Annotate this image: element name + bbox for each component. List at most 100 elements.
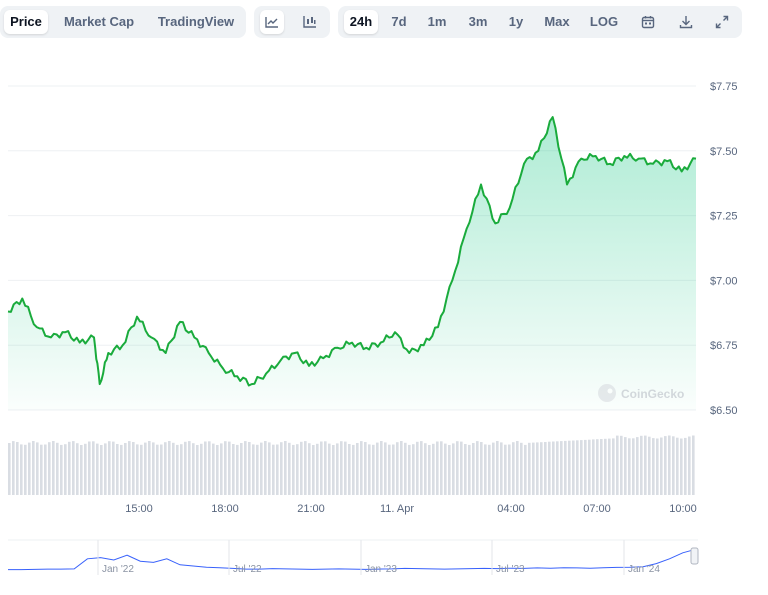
volume-bar: [80, 445, 83, 495]
y-tick-label: $7.00: [710, 275, 738, 287]
y-tick-label: $7.75: [710, 81, 738, 93]
volume-bar: [200, 443, 203, 495]
navigator-x-label: Jul '22: [233, 564, 262, 575]
volume-bar: [496, 441, 499, 495]
volume-bar: [24, 444, 27, 495]
volume-bar: [224, 441, 227, 495]
volume-bar: [212, 443, 215, 495]
volume-bar: [384, 442, 387, 495]
volume-bar: [612, 438, 615, 495]
volume-bar: [152, 442, 155, 495]
volume-bar: [620, 435, 623, 495]
volume-bar: [652, 438, 655, 495]
volume-bar: [308, 443, 311, 495]
volume-bar: [160, 444, 163, 495]
log-toggle[interactable]: LOG: [589, 14, 619, 29]
volume-bar: [444, 443, 447, 495]
volume-bar: [172, 442, 175, 495]
navigator-x-label: Jan '24: [628, 564, 660, 575]
volume-bar: [684, 437, 687, 495]
tab-price[interactable]: Price: [4, 10, 48, 34]
volume-bar: [140, 444, 143, 495]
calendar-icon[interactable]: [636, 10, 660, 34]
tab-tradingview[interactable]: TradingView: [157, 14, 235, 29]
x-tick-label: 15:00: [125, 503, 153, 515]
volume-bar: [8, 443, 11, 495]
candlestick-chart-icon[interactable]: [298, 10, 322, 34]
volume-bar: [376, 442, 379, 495]
volume-bar: [236, 444, 239, 495]
volume-bar: [588, 439, 591, 495]
volume-bar: [56, 442, 59, 495]
tab-market-cap[interactable]: Market Cap: [63, 14, 135, 29]
range-max[interactable]: Max: [544, 14, 570, 29]
volume-bar: [92, 441, 95, 495]
range-24h[interactable]: 24h: [344, 10, 378, 34]
volume-bar: [364, 442, 367, 495]
volume-bar: [216, 445, 219, 495]
y-tick-label: $6.50: [710, 405, 738, 417]
range-1m[interactable]: 1m: [427, 14, 447, 29]
volume-bar: [368, 444, 371, 495]
watermark-text: CoinGecko: [621, 387, 684, 401]
volume-bar: [264, 441, 267, 495]
volume-bar: [692, 435, 695, 495]
volume-bar: [428, 445, 431, 495]
volume-bar: [304, 441, 307, 495]
navigator[interactable]: Jan '22 Jul '22 Jan '23 Jul '23 Jan '24: [8, 539, 699, 575]
expand-icon[interactable]: [710, 10, 734, 34]
volume-bar: [28, 442, 31, 495]
volume-bar: [392, 444, 395, 495]
volume-bar: [196, 445, 199, 495]
volume-bar: [20, 444, 23, 495]
volume-bar: [572, 440, 575, 495]
volume-bar: [208, 441, 211, 495]
range-1y[interactable]: 1y: [508, 14, 524, 29]
volume-bar: [32, 441, 35, 495]
volume-bar: [336, 443, 339, 495]
volume-bar: [532, 442, 535, 495]
volume-bar: [672, 436, 675, 495]
volume-bar: [628, 438, 631, 495]
line-chart-icon[interactable]: [260, 10, 284, 34]
volume-bar: [512, 442, 515, 495]
volume-bar: [452, 443, 455, 495]
volume-bar: [128, 441, 131, 495]
volume-bar: [248, 442, 251, 495]
volume-bar: [256, 444, 259, 495]
volume-bar: [116, 444, 119, 495]
volume-bar: [412, 444, 415, 495]
volume-bar: [176, 444, 179, 495]
volume-bar: [52, 441, 55, 495]
volume-bar: [632, 438, 635, 495]
volume-bar: [416, 441, 419, 495]
download-icon[interactable]: [674, 10, 698, 34]
range-7d[interactable]: 7d: [391, 14, 407, 29]
volume-bar: [548, 441, 551, 495]
volume-bar: [84, 443, 87, 495]
volume-bar: [592, 439, 595, 495]
volume-bar: [488, 444, 491, 495]
volume-bar: [124, 443, 127, 495]
volume-bar: [132, 442, 135, 495]
volume-bar: [188, 441, 191, 495]
range-3m[interactable]: 3m: [468, 14, 488, 29]
volume-bar: [608, 438, 611, 495]
volume-bar: [552, 441, 555, 495]
navigator-x-label: Jan '22: [102, 564, 134, 575]
volume-bar: [40, 444, 43, 495]
volume-bar: [88, 441, 91, 495]
volume-bar: [272, 444, 275, 495]
volume-bar: [220, 443, 223, 495]
volume-bar: [396, 442, 399, 495]
volume-bar: [276, 444, 279, 495]
volume-bar: [300, 441, 303, 495]
volume-bar: [520, 442, 523, 495]
volume-bar: [240, 443, 243, 495]
volume-bar: [244, 441, 247, 495]
volume-bar: [604, 438, 607, 495]
volume-bar: [280, 442, 283, 495]
x-tick-label: 04:00: [497, 503, 525, 515]
navigator-handle[interactable]: [690, 547, 699, 565]
